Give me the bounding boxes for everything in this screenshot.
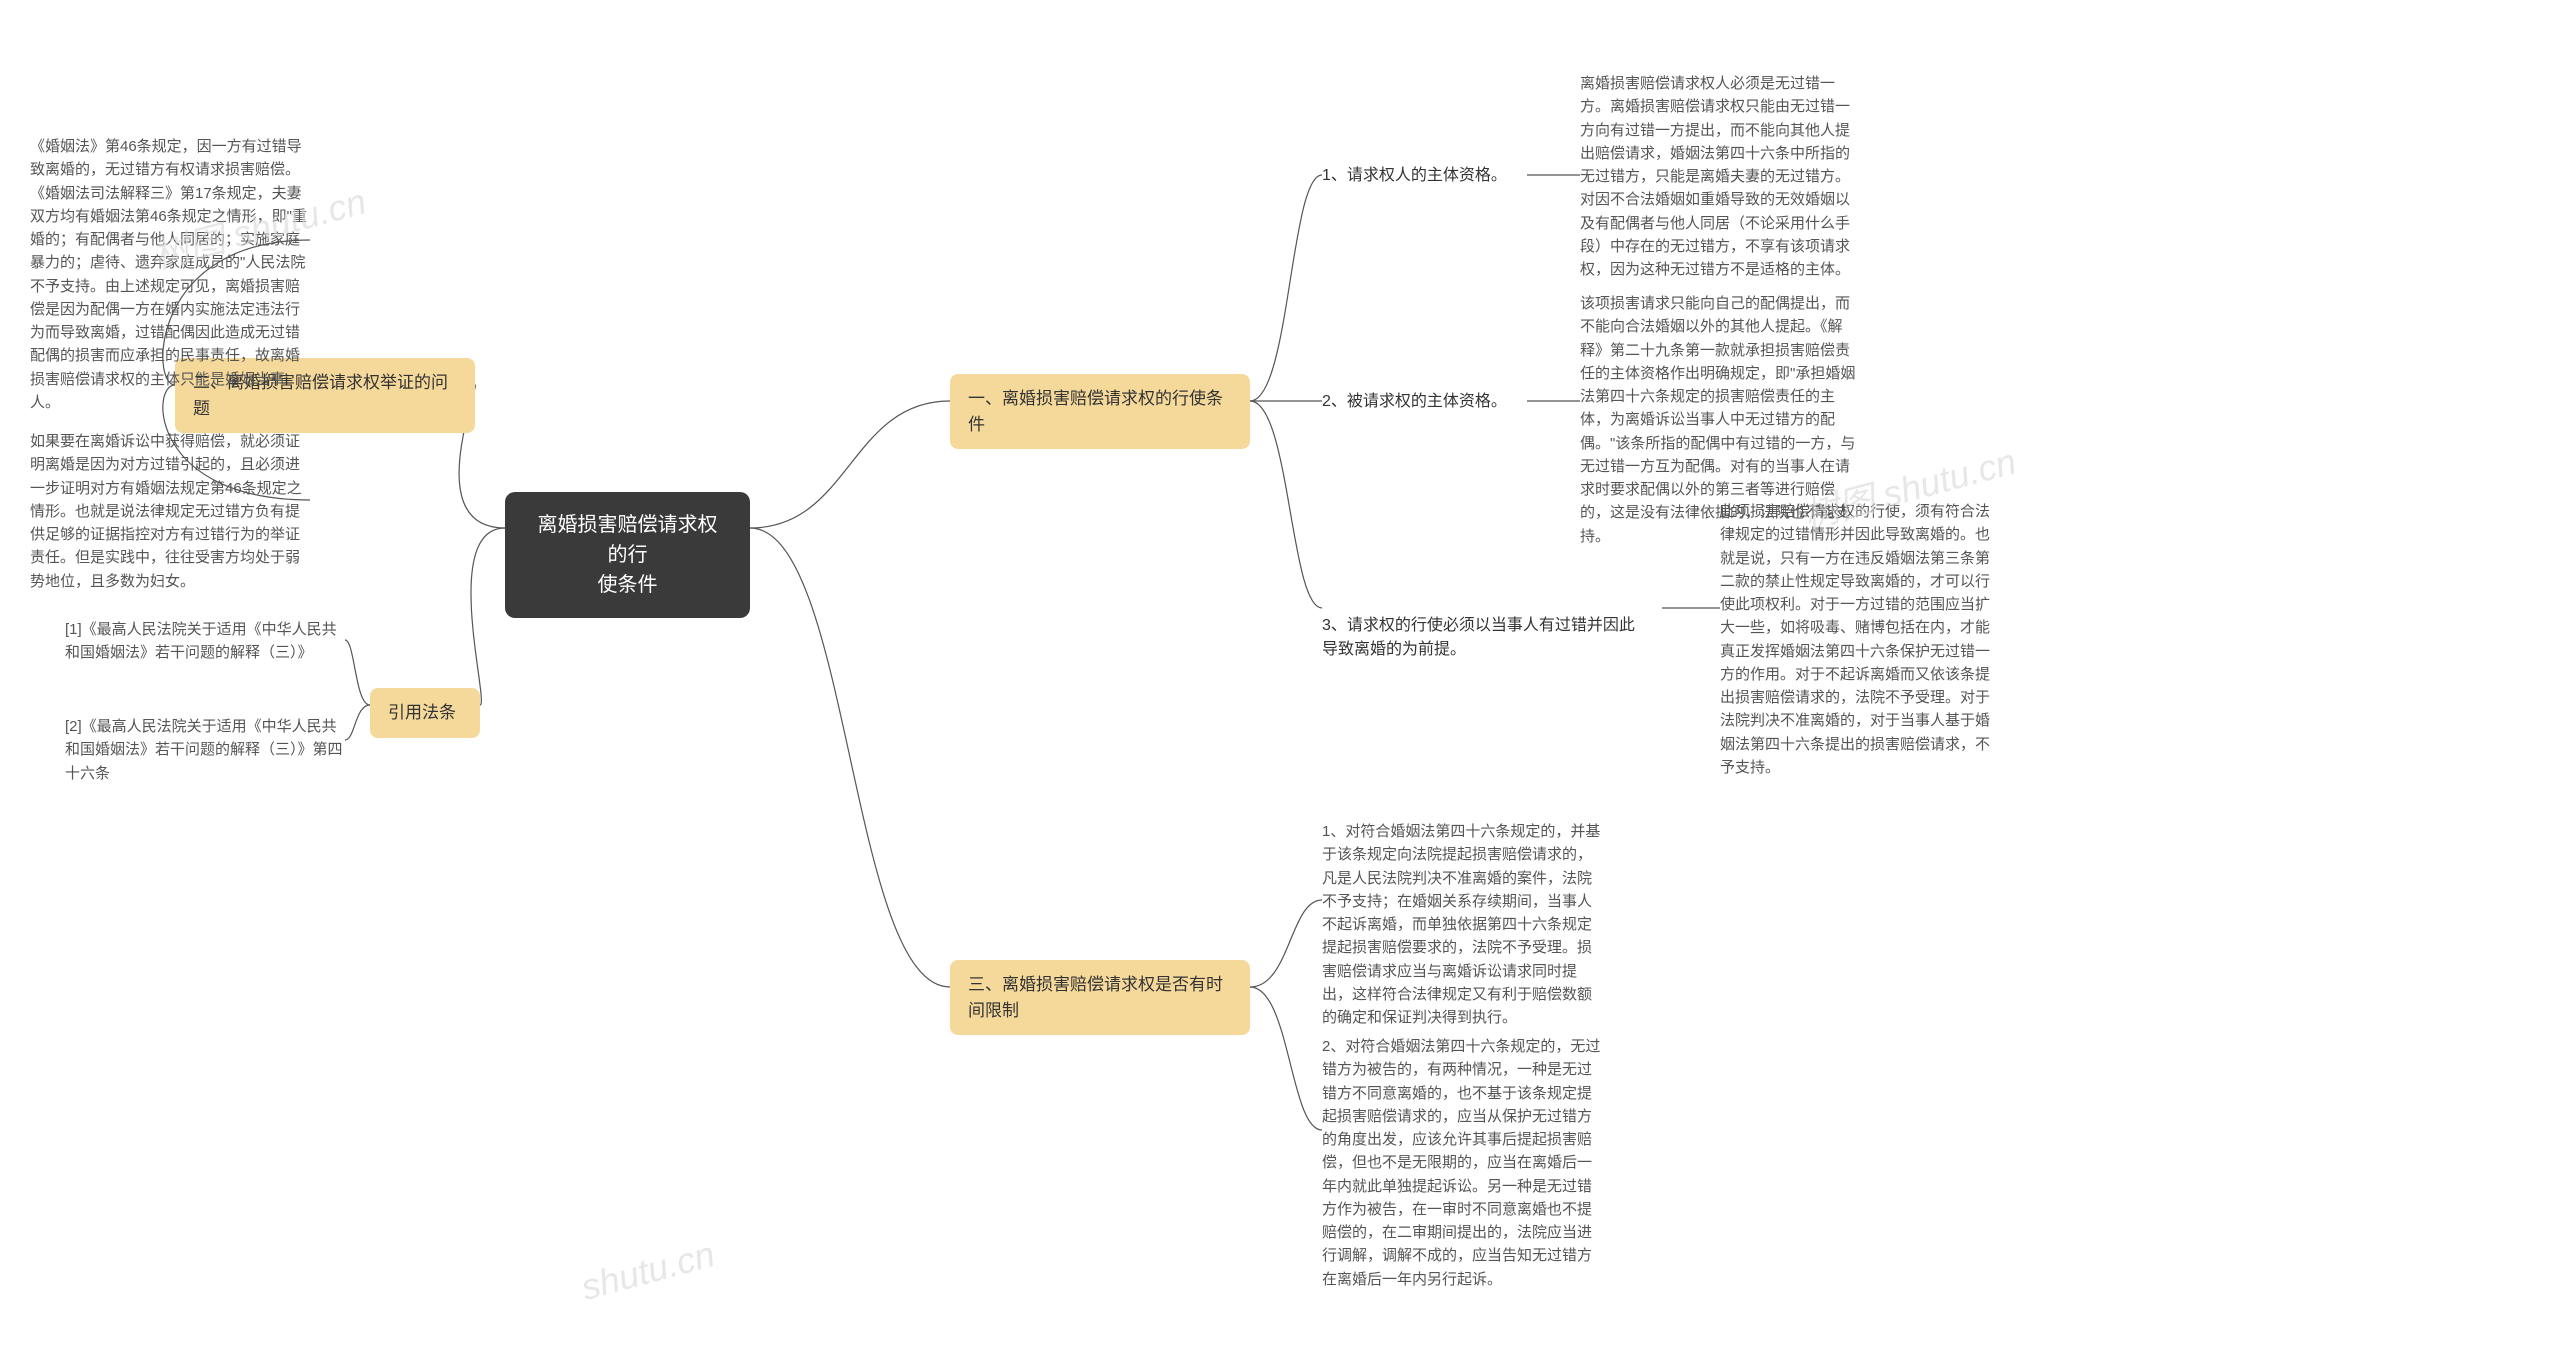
connector bbox=[345, 705, 370, 740]
sub-label[interactable]: 3、请求权的行使必须以当事人有过错并因此 导致离婚的为前提。 bbox=[1322, 590, 1662, 662]
connector bbox=[1250, 900, 1322, 987]
root-label: 离婚损害赔偿请求权的行 使条件 bbox=[538, 514, 718, 596]
connector bbox=[750, 401, 950, 528]
sub-text: 1、请求权人的主体资格。 bbox=[1322, 167, 1507, 184]
watermark: shutu.cn bbox=[577, 1233, 719, 1309]
main-node-1[interactable]: 一、离婚损害赔偿请求权的行使条 件 bbox=[950, 374, 1250, 449]
main-label: 三、离婚损害赔偿请求权是否有时 间限制 bbox=[968, 975, 1223, 1020]
main-node-4[interactable]: 引用法条 bbox=[370, 688, 480, 738]
main-node-3[interactable]: 三、离婚损害赔偿请求权是否有时 间限制 bbox=[950, 960, 1250, 1035]
main-label: 一、离婚损害赔偿请求权的行使条 件 bbox=[968, 389, 1223, 434]
connector bbox=[1250, 987, 1322, 1130]
connector bbox=[471, 528, 505, 705]
sub-text: 3、请求权的行使必须以当事人有过错并因此 导致离婚的为前提。 bbox=[1322, 617, 1635, 658]
leaf-text: 此项损害赔偿请求权的行使，须有符合法律规定的过错情形并因此导致离婚的。也就是说，… bbox=[1720, 500, 2000, 779]
leaf-text: 1、对符合婚姻法第四十六条规定的，并基于该条规定向法院提起损害赔偿请求的，凡是人… bbox=[1322, 820, 1602, 1029]
leaf-text: [1]《最高人民法院关于适用《中华人民共和国婚姻法》若干问题的解释（三）》 bbox=[65, 618, 345, 665]
leaf-text: 离婚损害赔偿请求权人必须是无过错一方。离婚损害赔偿请求权只能由无过错一方向有过错… bbox=[1580, 72, 1860, 281]
sub-text: 2、被请求权的主体资格。 bbox=[1322, 393, 1507, 410]
leaf-text: 如果要在离婚诉讼中获得赔偿，就必须证明离婚是因为对方过错引起的，且必须进一步证明… bbox=[30, 430, 310, 593]
connector-layer bbox=[0, 0, 2560, 1371]
root-node[interactable]: 离婚损害赔偿请求权的行 使条件 bbox=[505, 492, 750, 618]
main-label: 引用法条 bbox=[388, 703, 456, 722]
leaf-text: 2、对符合婚姻法第四十六条规定的，无过错方为被告的，有两种情况，一种是无过错方不… bbox=[1322, 1035, 1602, 1291]
connector bbox=[750, 528, 950, 987]
leaf-text: [2]《最高人民法院关于适用《中华人民共和国婚姻法》若干问题的解释（三）》第四十… bbox=[65, 715, 345, 785]
sub-label[interactable]: 2、被请求权的主体资格。 bbox=[1322, 390, 1527, 414]
connector bbox=[345, 640, 370, 705]
leaf-text: 《婚姻法》第46条规定，因一方有过错导致离婚的，无过错方有权请求损害赔偿。《婚姻… bbox=[30, 135, 310, 414]
connector bbox=[1250, 401, 1322, 608]
connector bbox=[1250, 175, 1322, 401]
sub-label[interactable]: 1、请求权人的主体资格。 bbox=[1322, 164, 1527, 188]
